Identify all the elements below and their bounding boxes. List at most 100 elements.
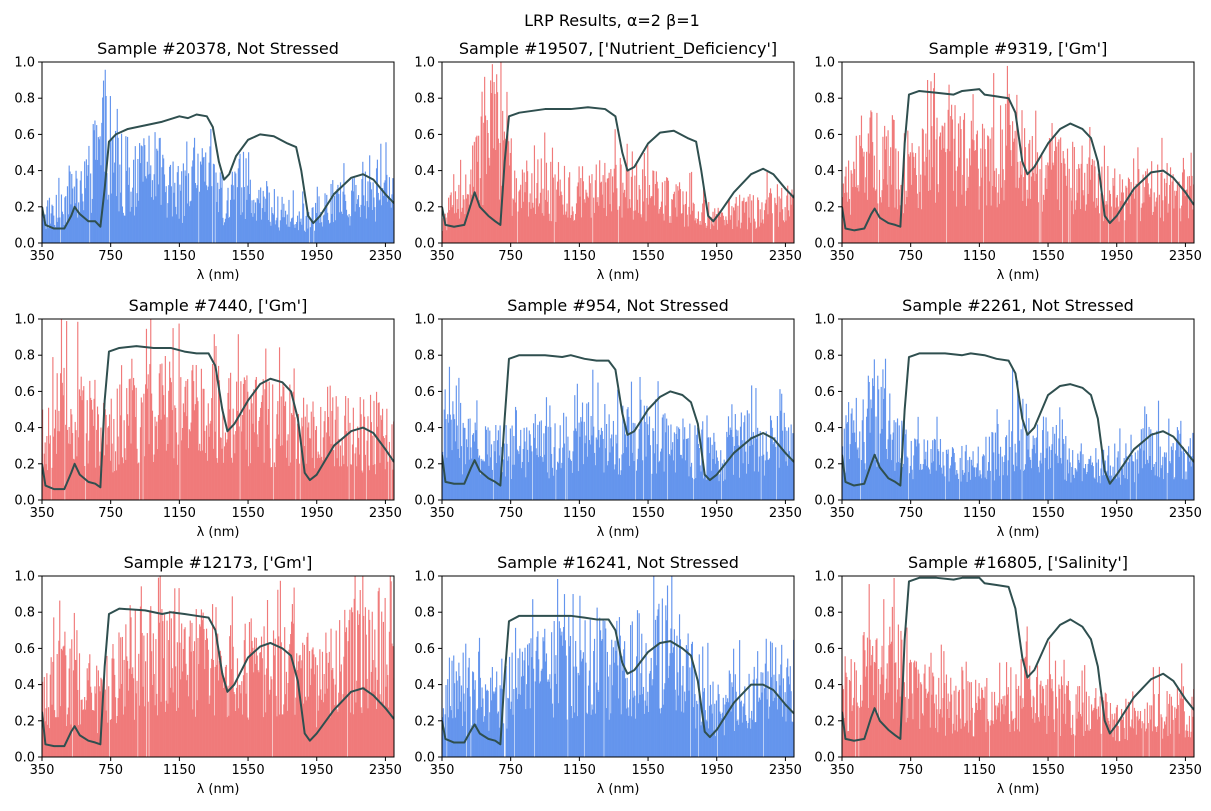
relevance-bar	[770, 193, 772, 243]
relevance-bar	[175, 666, 177, 757]
relevance-bar	[208, 703, 210, 757]
relevance-bar	[643, 405, 645, 500]
relevance-bar	[1064, 163, 1066, 243]
relevance-bar	[528, 643, 530, 757]
relevance-bar	[319, 649, 321, 757]
relevance-bar	[254, 432, 256, 500]
relevance-bar	[288, 465, 290, 500]
relevance-bar	[206, 190, 208, 243]
relevance-bar	[540, 670, 542, 757]
relevance-bar	[1163, 479, 1165, 500]
relevance-bar	[371, 210, 373, 243]
relevance-bar	[668, 222, 670, 243]
relevance-bar	[329, 222, 331, 243]
relevance-bar	[705, 479, 707, 500]
relevance-bar	[876, 466, 878, 500]
relevance-bar	[47, 470, 49, 500]
relevance-bar	[180, 377, 182, 500]
relevance-bar	[944, 122, 946, 243]
relevance-bar	[620, 164, 622, 243]
relevance-bar	[228, 715, 230, 757]
relevance-bar	[907, 130, 909, 243]
relevance-bar	[197, 153, 199, 243]
relevance-bar	[1124, 738, 1126, 757]
relevance-bar	[498, 455, 500, 500]
relevance-bar	[217, 182, 219, 243]
relevance-bar	[123, 659, 125, 757]
relevance-bar	[969, 165, 972, 243]
relevance-bar	[297, 661, 299, 757]
relevance-bar	[560, 468, 562, 500]
relevance-bar	[139, 606, 142, 757]
relevance-bar	[942, 698, 944, 757]
relevance-bar	[331, 410, 333, 500]
relevance-bar	[1009, 732, 1011, 757]
relevance-bar	[123, 420, 125, 500]
relevance-bar	[860, 145, 862, 243]
relevance-bar	[125, 624, 127, 757]
relevance-bar	[699, 465, 701, 500]
relevance-bar	[1119, 740, 1121, 757]
relevance-bar	[1132, 461, 1134, 500]
relevance-bar	[992, 720, 994, 757]
relevance-bar	[512, 464, 514, 500]
relevance-bar	[178, 218, 180, 243]
relevance-bar	[1024, 464, 1027, 500]
relevance-bar	[537, 424, 539, 500]
relevance-bar	[959, 116, 961, 243]
relevance-bar	[292, 190, 294, 243]
relevance-bar	[47, 724, 49, 757]
relevance-bar	[1174, 190, 1176, 243]
relevance-bar	[928, 666, 930, 757]
relevance-bar	[392, 469, 394, 500]
relevance-bar	[273, 189, 275, 243]
relevance-bar	[878, 720, 881, 757]
relevance-bar	[282, 714, 284, 757]
relevance-bar	[294, 714, 296, 757]
relevance-bar	[1060, 463, 1063, 500]
relevance-bar	[683, 712, 685, 757]
relevance-bar	[975, 134, 978, 243]
relevance-bar	[684, 226, 686, 243]
relevance-bar	[627, 707, 629, 757]
relevance-bar	[587, 196, 589, 243]
relevance-bar	[496, 74, 498, 243]
relevance-bar	[460, 685, 463, 757]
relevance-bar	[277, 401, 279, 500]
relevance-bar	[953, 452, 955, 500]
relevance-bar	[357, 610, 359, 757]
relevance-bar	[567, 436, 569, 500]
relevance-bar	[696, 704, 699, 757]
relevance-bar	[611, 434, 613, 500]
relevance-bar	[324, 411, 326, 500]
relevance-bar	[963, 689, 965, 757]
relevance-bar	[1163, 452, 1166, 500]
relevance-bar	[1099, 483, 1101, 500]
relevance-bar	[994, 705, 996, 757]
relevance-bar	[566, 203, 568, 243]
x-tick-label: 1150	[963, 506, 996, 521]
relevance-bar	[744, 415, 746, 500]
relevance-bar	[618, 474, 620, 500]
relevance-bar	[757, 197, 759, 243]
relevance-bar	[757, 651, 759, 757]
relevance-bar	[748, 673, 750, 757]
relevance-bar	[63, 367, 65, 500]
relevance-bar	[443, 409, 445, 500]
relevance-bar	[773, 442, 775, 500]
relevance-bar	[42, 717, 45, 757]
relevance-bar	[367, 181, 369, 243]
relevance-bar	[705, 719, 707, 757]
relevance-bar	[622, 670, 624, 757]
relevance-bar	[457, 709, 459, 757]
relevance-bar	[559, 628, 561, 757]
relevance-bar	[242, 714, 244, 757]
relevance-bar	[599, 630, 602, 757]
relevance-bar	[969, 720, 972, 757]
relevance-bar	[1166, 691, 1168, 757]
relevance-bar	[62, 395, 64, 500]
relevance-bar	[610, 169, 612, 243]
relevance-bar	[484, 684, 487, 757]
relevance-bar	[161, 363, 163, 500]
relevance-bar	[1111, 713, 1113, 757]
